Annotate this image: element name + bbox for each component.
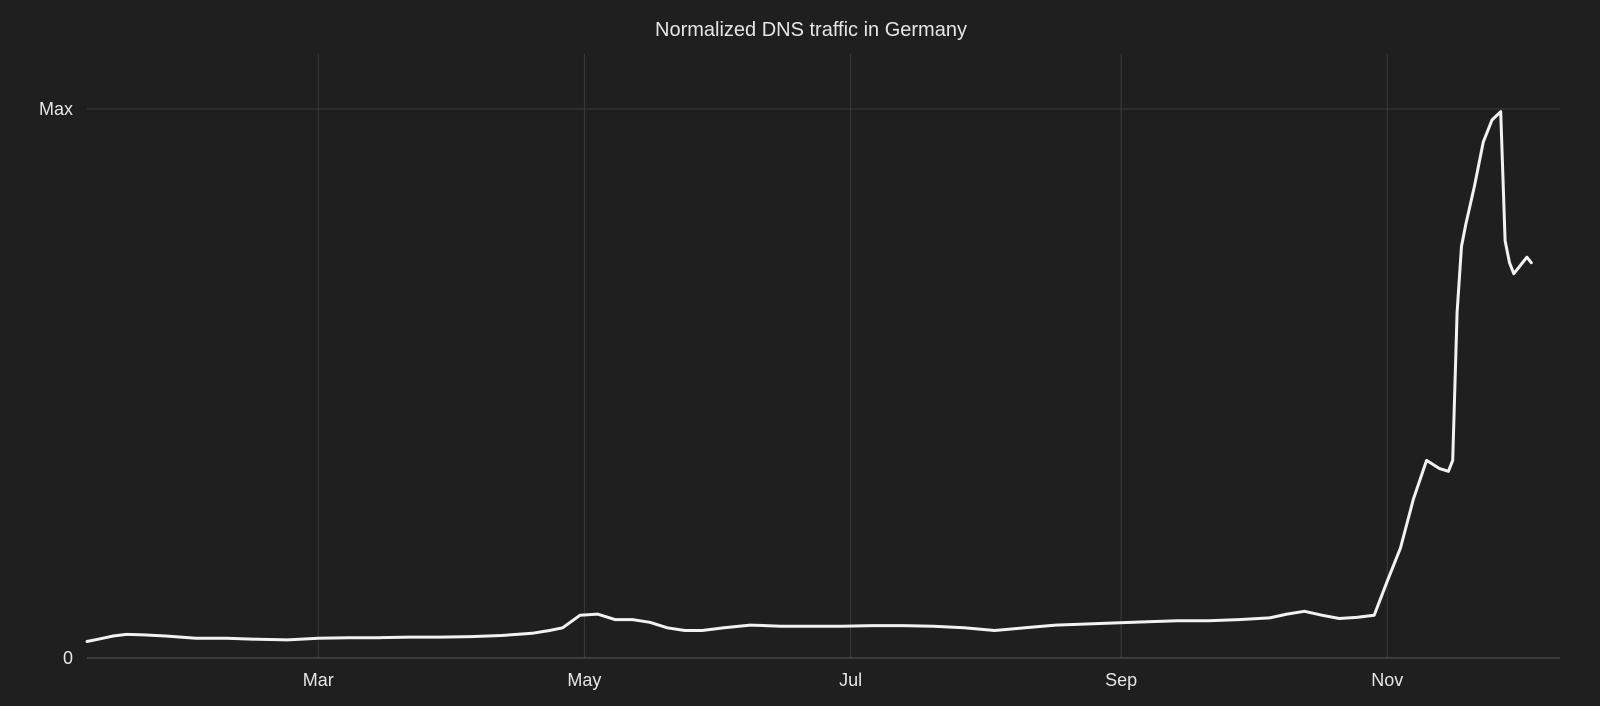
y-tick-label-max: Max: [39, 99, 73, 119]
x-tick-label-sep: Sep: [1105, 670, 1137, 690]
series-line-0: [85, 110, 1533, 643]
x-tick-label-nov: Nov: [1371, 670, 1403, 690]
y-tick-label-0: 0: [63, 648, 73, 668]
tick-label-layer: Mar May Jul Sep Nov 0 Max: [39, 99, 1403, 690]
grid-layer: [87, 54, 1560, 658]
chart-title: Normalized DNS traffic in Germany: [655, 19, 967, 41]
x-tick-label-may: May: [567, 670, 601, 690]
x-tick-label-mar: Mar: [303, 670, 334, 690]
series-layer: [85, 110, 1533, 643]
x-tick-label-jul: Jul: [839, 670, 862, 690]
